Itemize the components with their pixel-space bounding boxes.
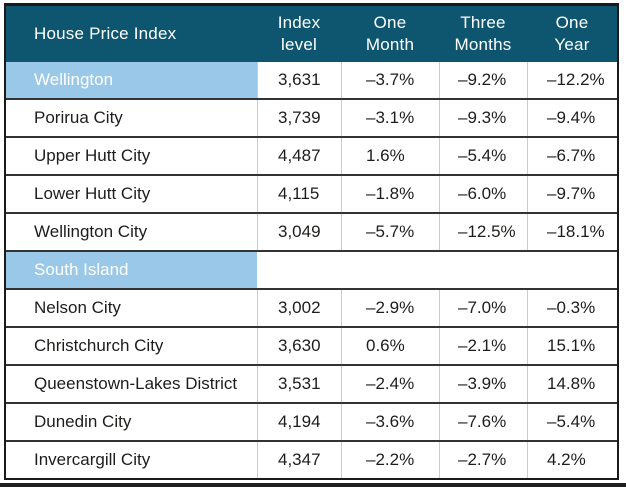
index-level-cell: 4,487 <box>257 138 341 174</box>
one-year-cell: –18.1% <box>527 214 617 250</box>
three-months-cell: –3.9% <box>439 366 527 402</box>
three-months-cell: –9.3% <box>439 100 527 136</box>
index-level-cell: 3,049 <box>257 214 341 250</box>
table-row-dunedin-city: Dunedin City 4,194 –3.6% –7.6% –5.4% <box>6 402 617 440</box>
one-month-cell: –3.7% <box>341 62 439 98</box>
region-name-cell: Wellington <box>6 62 257 98</box>
one-year-cell: –5.4% <box>527 404 617 440</box>
three-months-cell: –7.0% <box>439 290 527 326</box>
three-months-cell: –6.0% <box>439 176 527 212</box>
region-name-cell: Wellington City <box>34 222 148 241</box>
one-year-cell: –6.7% <box>527 138 617 174</box>
one-year-cell: 4.2% <box>527 442 617 478</box>
house-price-index-table: House Price Index Index level One Month … <box>4 3 619 480</box>
three-months-cell: –2.7% <box>439 442 527 478</box>
one-year-cell: 15.1% <box>527 328 617 364</box>
region-name-cell: Porirua City <box>34 108 123 127</box>
one-month-cell: –2.9% <box>341 290 439 326</box>
col-header-line: One <box>555 12 589 32</box>
table-title: House Price Index <box>34 23 177 43</box>
col-header-line: level <box>281 35 317 54</box>
one-year-cell: 14.8% <box>527 366 617 402</box>
three-months-cell: –12.5% <box>439 214 527 250</box>
three-months-cell: –2.1% <box>439 328 527 364</box>
one-year-cell: –9.7% <box>527 176 617 212</box>
one-year-cell: –0.3% <box>527 290 617 326</box>
table-row-upper-hutt-city: Upper Hutt City 4,487 1.6% –5.4% –6.7% <box>6 136 617 174</box>
col-header-line: Year <box>554 35 590 54</box>
index-level-cell: 3,739 <box>257 100 341 136</box>
col-header-line: Three <box>460 12 506 32</box>
one-month-cell: –2.4% <box>341 366 439 402</box>
table-row-nelson-city: Nelson City 3,002 –2.9% –7.0% –0.3% <box>6 288 617 326</box>
one-year-cell <box>527 252 617 288</box>
table-row-wellington: Wellington 3,631 –3.7% –9.2% –12.2% <box>6 62 617 98</box>
table-section-row-south-island: South Island <box>6 250 617 288</box>
index-level-cell: 3,631 <box>257 62 341 98</box>
three-months-cell <box>439 252 527 288</box>
index-level-cell <box>257 252 341 288</box>
region-name-cell: Dunedin City <box>34 412 132 431</box>
one-month-cell: –3.1% <box>341 100 439 136</box>
index-level-cell: 3,002 <box>257 290 341 326</box>
three-months-cell: –9.2% <box>439 62 527 98</box>
table-row-christchurch-city: Christchurch City 3,630 0.6% –2.1% 15.1% <box>6 326 617 364</box>
one-month-cell: –1.8% <box>341 176 439 212</box>
section-name-cell: South Island <box>6 252 257 288</box>
table-row-invercargill-city: Invercargill City 4,347 –2.2% –2.7% 4.2% <box>6 440 617 478</box>
one-month-cell: –2.2% <box>341 442 439 478</box>
col-header-one-month: One Month <box>341 6 439 62</box>
table-row-lower-hutt-city: Lower Hutt City 4,115 –1.8% –6.0% –9.7% <box>6 174 617 212</box>
one-month-cell <box>341 252 439 288</box>
one-year-cell: –12.2% <box>527 62 617 98</box>
region-name-cell: Queenstown-Lakes District <box>34 374 238 393</box>
region-name-cell: Lower Hutt City <box>34 184 151 203</box>
region-name-cell: Invercargill City <box>34 450 151 469</box>
one-month-cell: –5.7% <box>341 214 439 250</box>
col-header-one-year: One Year <box>527 6 617 62</box>
col-header-line: One <box>373 12 407 32</box>
index-level-cell: 4,347 <box>257 442 341 478</box>
col-header-line: Months <box>454 35 512 54</box>
col-header-line: Index <box>277 12 321 32</box>
index-level-cell: 3,531 <box>257 366 341 402</box>
three-months-cell: –5.4% <box>439 138 527 174</box>
table-row-queenstown-lakes-district: Queenstown-Lakes District 3,531 –2.4% –3… <box>6 364 617 402</box>
next-table-top-border <box>0 483 626 487</box>
one-month-cell: –3.6% <box>341 404 439 440</box>
three-months-cell: –7.6% <box>439 404 527 440</box>
index-level-cell: 4,115 <box>257 176 341 212</box>
col-header-index-level: Index level <box>257 6 341 62</box>
col-header-three-months: Three Months <box>439 6 527 62</box>
one-month-cell: 1.6% <box>341 138 439 174</box>
region-name-cell: Christchurch City <box>34 336 164 355</box>
one-year-cell: –9.4% <box>527 100 617 136</box>
col-header-line: Month <box>365 35 415 54</box>
one-month-cell: 0.6% <box>341 328 439 364</box>
region-name-cell: Nelson City <box>34 298 121 317</box>
table-header-row: House Price Index Index level One Month … <box>6 6 617 62</box>
index-level-cell: 3,630 <box>257 328 341 364</box>
table-row-porirua-city: Porirua City 3,739 –3.1% –9.3% –9.4% <box>6 98 617 136</box>
index-level-cell: 4,194 <box>257 404 341 440</box>
region-name-cell: Upper Hutt City <box>34 146 151 165</box>
table-row-wellington-city: Wellington City 3,049 –5.7% –12.5% –18.1… <box>6 212 617 250</box>
